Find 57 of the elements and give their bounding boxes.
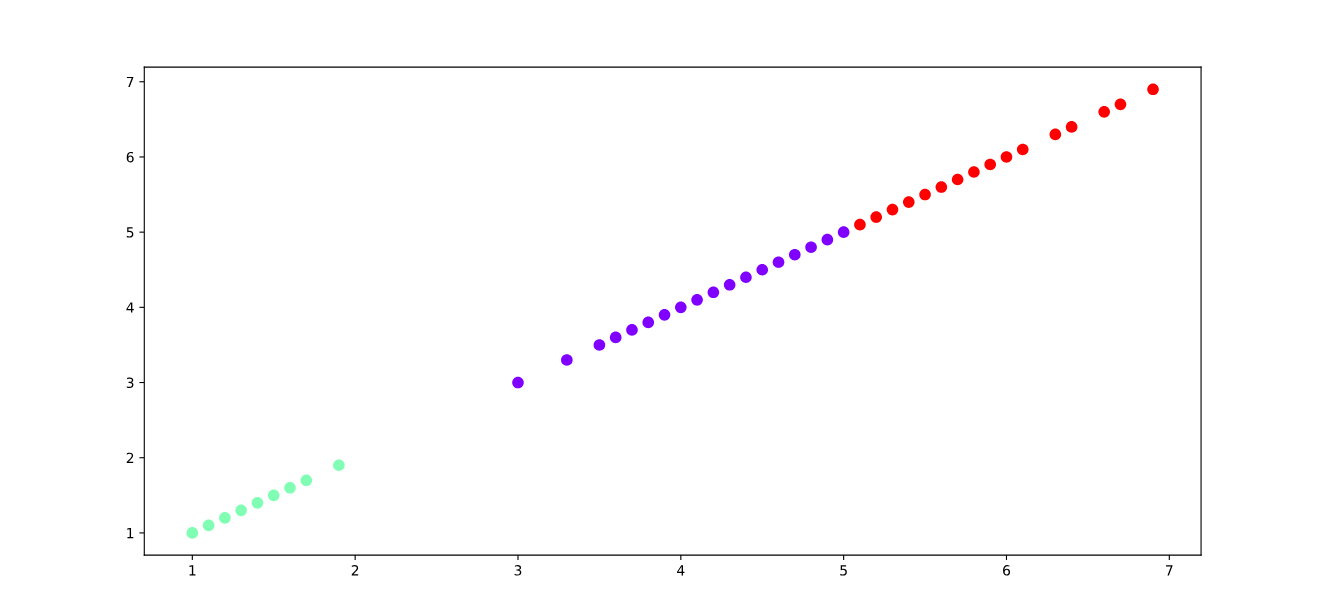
point [1065,121,1078,133]
x-tick-label: 2 [351,565,359,576]
y-tick-label: 2 [126,452,134,463]
point [300,474,313,487]
point [284,481,296,494]
point [1147,83,1159,96]
y-tick-label: 3 [126,377,134,389]
point [1016,143,1029,156]
point [251,497,264,509]
point [235,504,247,517]
point [267,489,280,502]
point [609,331,622,344]
point [1000,151,1013,163]
point [219,512,231,524]
point [202,519,215,532]
point [186,527,199,539]
point [886,203,899,216]
point [854,218,866,231]
y-tick-label: 7 [126,76,134,88]
point [723,278,736,291]
point [788,248,801,261]
point [821,233,834,246]
point [919,188,931,201]
x-tick-label: 3 [514,565,522,576]
x-tick-label: 1 [189,565,196,576]
point [805,241,817,253]
point [658,309,671,321]
point [968,166,980,178]
point [626,324,638,336]
point [902,196,915,208]
point [870,211,883,223]
x-tick-label: 4 [677,565,685,576]
point [691,294,703,306]
x-tick-label: 6 [1003,565,1011,576]
point [512,376,524,389]
point [951,173,964,186]
point [1098,106,1110,118]
point [740,271,752,284]
y-tick-label: 1 [127,528,134,539]
point [756,263,769,276]
y-tick-label: 4 [126,302,134,313]
y-tick-label: 6 [126,151,134,163]
point [675,301,687,314]
point [642,316,655,329]
point [1114,98,1127,111]
x-tick-label: 7 [1166,565,1173,576]
point [593,339,606,351]
point [333,459,345,472]
point [837,226,850,238]
point [935,181,948,193]
point [1049,128,1062,141]
x-tick-label: 5 [840,565,847,576]
y-tick-label: 5 [126,227,134,238]
point [561,354,573,366]
point [707,286,720,299]
point [772,256,785,269]
point [984,158,997,171]
